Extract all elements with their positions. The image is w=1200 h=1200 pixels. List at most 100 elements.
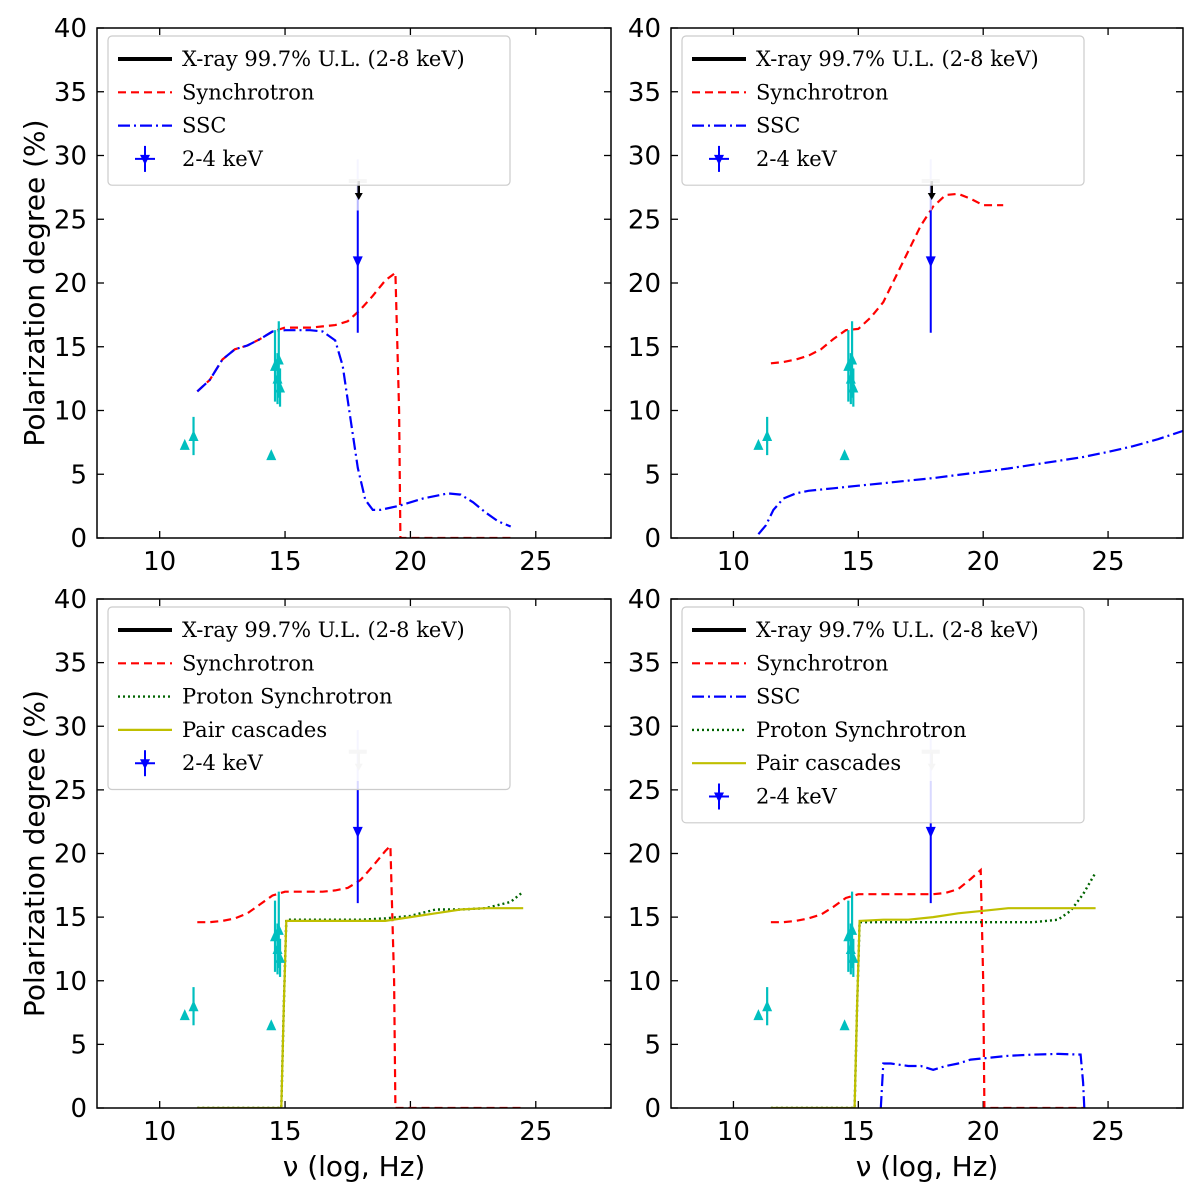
panel-4-series-syn [770,867,1084,1108]
panel-3-legend-label: Proton Synchrotron [182,685,392,709]
panel-3-optical-point [275,951,286,963]
panel-4-xtick-label: 20 [967,1117,1000,1147]
panel-2-legend-handle-pt-marker [714,154,724,165]
panel-3-optical-point [188,1000,199,1012]
panel-3-ytick-label: 30 [54,712,87,742]
panel-4-ytick-label: 0 [644,1094,661,1124]
panel-3-ytick-label: 5 [70,1030,87,1060]
panel-4-xlabel: ν (log, Hz) [856,1150,999,1183]
panel-4-legend-label: X-ray 99.7% U.L. (2-8 keV) [756,618,1039,642]
panel-1-ytick-label: 15 [54,333,87,363]
panel-2-ytick-label: 35 [628,78,661,108]
panel-2-legend-label: SSC [756,114,800,138]
panel-3-ytick-label: 15 [54,903,87,933]
panel-1-ytick-label: 20 [54,269,87,299]
panel-1-xtick-label: 10 [143,547,176,577]
panel-2-ytick-label: 40 [628,14,661,44]
panel-1: 10 15 20 25 0 5 10 15 20 25 30 35 40 X-ray 99.7% U.L.… [18,14,612,577]
panel-2-ytick-label: 10 [628,397,661,427]
panel-1-legend-label: X-ray 99.7% U.L. (2-8 keV) [182,47,465,71]
panel-3-legend-label: 2-4 keV [182,751,264,775]
panel-4-legend-label: Synchrotron [756,651,888,675]
panel-1-legend-frame [107,35,511,186]
panel-1-axes-frame [96,27,612,539]
panel-2-optical-point [847,353,858,365]
panel-4-axes-frame [670,598,1184,1109]
panel-3-xtick-label: 15 [269,1117,302,1147]
panel-4-legend: X-ray 99.7% U.L. (2-8 keV) Synchrotron SSC… [681,606,1085,824]
panel-3-legend-label: Pair cascades [182,718,327,742]
panel-3-ytick-label: 35 [54,649,87,679]
panel-3-ytick-label: 40 [54,585,87,615]
panel-1-xray-point [352,256,363,268]
panel-1-legend-label: SSC [182,114,226,138]
panel-2-legend-frame [681,35,1085,186]
panel-1-optical-point [179,438,190,450]
panel-4-xtick-label: 15 [842,1117,875,1147]
panel-3-axes-frame [96,598,612,1109]
panel-4-legend-handle-pt-marker [714,792,724,803]
panel-3-optical-point [273,923,284,935]
panel-4-legend-frame [681,606,1085,824]
panel-1-ytick-label: 10 [54,397,87,427]
panel-3-series-psyn [197,890,524,1108]
panel-2-series-syn [770,192,1004,365]
panel-2-legend-label: Synchrotron [756,80,888,104]
panel-4-xtick-label: 25 [1092,1117,1125,1147]
panel-4-ytick-label: 35 [628,649,661,679]
panel-3-ytick-label: 25 [54,776,87,806]
panel-1-optical-point [188,430,199,441]
panel-2-upper-limit-arrow [927,193,936,200]
panel-4-xray-point [925,826,936,838]
panel-3-optical-point [179,1009,190,1021]
panel-3-xtick-label: 25 [519,1117,552,1147]
panel-2-xtick-label: 15 [842,547,875,577]
panel-3: 10 15 20 25 0 5 10 15 20 25 30 35 40 X-ray 99.7% U.L.… [18,585,612,1183]
panel-2-xray-point [925,256,936,268]
panel-1-optical-point [275,381,286,393]
panel-2-optical-point [753,438,764,450]
panel-1-optical-point [266,449,277,461]
panel-2-ytick-label: 5 [644,460,661,490]
panel-2: 10 15 20 25 0 5 10 15 20 25 30 35 40 X-ray 99.7% U.L.… [628,14,1184,577]
panel-4-ytick-label: 30 [628,712,661,742]
panel-3-xlabel: ν (log, Hz) [283,1150,426,1183]
panel-2-ytick-label: 0 [644,524,661,554]
panel-1-ytick-label: 5 [70,460,87,490]
panel-3-ytick-label: 20 [54,840,87,870]
panel-4-ytick-label: 40 [628,585,661,615]
panel-2-ytick-label: 30 [628,142,661,172]
panel-1-ytick-label: 35 [54,78,87,108]
panel-1-series-ssc [196,329,512,528]
panel-2-ytick-label: 25 [628,205,661,235]
panel-2-legend-label: X-ray 99.7% U.L. (2-8 keV) [756,47,1039,71]
panel-1-ylabel: Polarization degree (%) [18,119,51,446]
panel-2-legend: X-ray 99.7% U.L. (2-8 keV) Synchrotron SSC… [681,35,1085,186]
panel-4-optical-point [753,1009,764,1021]
panel-3-xtick-label: 10 [143,1117,176,1147]
panel-3-legend-handle-pt-marker [140,759,150,770]
panel-2-ytick-label: 15 [628,333,661,363]
panel-4-legend-label: Pair cascades [756,751,901,775]
panel-4-optical-point [762,1000,773,1012]
panel-4-optical-point [839,1019,850,1031]
panel-4-ytick-label: 15 [628,903,661,933]
panel-1-ytick-label: 30 [54,142,87,172]
panel-3-series-pair [197,907,524,1108]
panel-2-xtick-label: 10 [717,547,750,577]
panel-1-xtick-label: 25 [519,547,552,577]
panel-4-xtick-label: 10 [717,1117,750,1147]
panel-1-legend-label: 2-4 keV [182,147,264,171]
panel-4-ytick-label: 10 [628,967,661,997]
panel-2-optical-point [762,430,773,441]
panel-4-ytick-label: 25 [628,776,661,806]
panel-4-legend-label: SSC [756,685,800,709]
panel-3-legend-frame [107,606,511,791]
panel-1-xtick-label: 20 [394,547,427,577]
panel-1-ytick-label: 25 [54,205,87,235]
panel-4-series-ssc [879,1052,1086,1108]
panel-1-plot-area [179,159,512,538]
panel-3-legend-label: X-ray 99.7% U.L. (2-8 keV) [182,618,465,642]
panel-2-optical-point [848,381,859,393]
